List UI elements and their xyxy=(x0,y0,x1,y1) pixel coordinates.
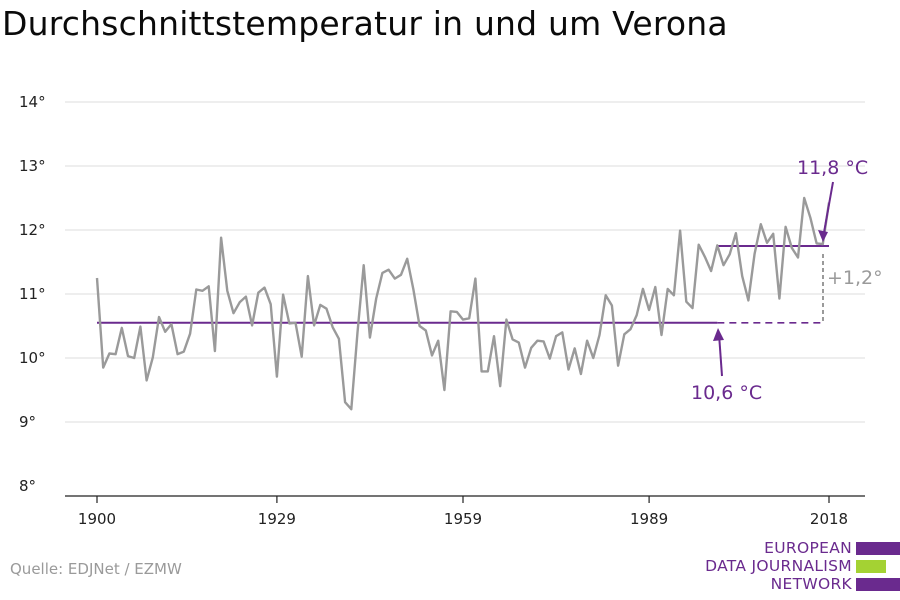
series-lines xyxy=(95,196,831,411)
logo-line-1: EUROPEAN xyxy=(764,539,852,557)
y-tick-label-10: 10° xyxy=(19,349,46,367)
x-tick-label-1959: 1959 xyxy=(444,510,482,528)
x-tick-label-1989: 1989 xyxy=(630,510,668,528)
x-tick-label-2018: 2018 xyxy=(810,510,848,528)
annotations: 11,8 °C 10,6 °C +1,2° xyxy=(691,157,883,404)
reference-lines xyxy=(97,245,829,324)
logo-line-2: DATA JOURNALISM xyxy=(705,557,852,575)
annotation-recent-mean: 11,8 °C xyxy=(797,157,868,179)
arrowhead-recent-mean xyxy=(818,230,828,242)
annotation-difference: +1,2° xyxy=(827,267,883,289)
grid-lines xyxy=(65,101,865,423)
y-tick-label-9: 9° xyxy=(19,413,36,431)
x-axis: 1900 1929 1959 1989 2018 xyxy=(65,495,865,528)
chart-title: Durchschnittstemperatur in und um Verona xyxy=(2,4,728,43)
logo-bar-purple-top xyxy=(856,542,900,555)
y-tick-label-12: 12° xyxy=(19,221,46,239)
x-tick-label-1900: 1900 xyxy=(78,510,116,528)
arrowhead-historic-mean xyxy=(713,328,724,341)
series-line-0 xyxy=(95,196,831,411)
logo-bar-green xyxy=(856,560,886,573)
y-tick-label-8: 8° xyxy=(19,477,36,495)
y-tick-label-11: 11° xyxy=(19,285,46,303)
y-axis: 8° 9° 10° 11° 12° 13° 14° xyxy=(19,93,46,495)
y-tick-label-14: 14° xyxy=(19,93,46,111)
edjnet-logo: EUROPEAN DATA JOURNALISM NETWORK xyxy=(700,539,900,595)
logo-bar-purple-bottom xyxy=(856,578,900,591)
arrow-recent-mean xyxy=(822,181,834,239)
arrow-historic-mean xyxy=(718,333,723,377)
y-tick-label-13: 13° xyxy=(19,157,46,175)
annotation-historic-mean: 10,6 °C xyxy=(691,382,762,404)
logo-line-3: NETWORK xyxy=(770,575,852,593)
source-note: Quelle: EDJNet / EZMW xyxy=(10,560,182,578)
x-tick-label-1929: 1929 xyxy=(258,510,296,528)
